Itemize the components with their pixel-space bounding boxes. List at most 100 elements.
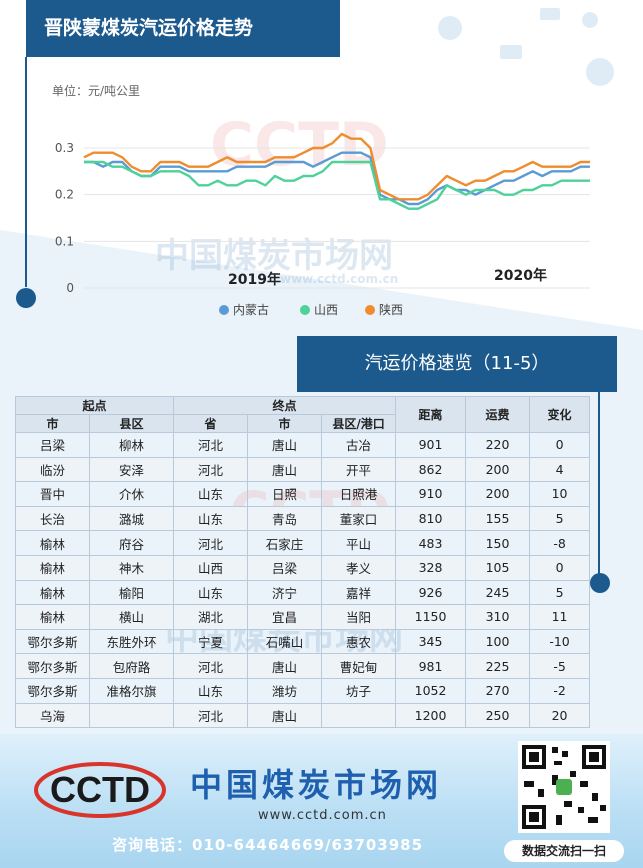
subheader-city: 市 — [15, 414, 90, 433]
y-tick-label: 0 — [66, 281, 74, 295]
table-cell: 310 — [465, 604, 531, 630]
timeline-line — [25, 57, 27, 287]
table-cell: 100 — [465, 628, 531, 655]
table-cell: 开平 — [321, 456, 397, 483]
table-cell: 200 — [465, 481, 531, 507]
table-cell: 曹妃甸 — [321, 653, 397, 679]
table-cell: 483 — [395, 530, 467, 556]
table-cell: 包府路 — [88, 653, 175, 679]
subheader-dest-county: 县区/港口 — [321, 414, 397, 433]
table-cell: 20 — [529, 702, 591, 729]
table-cell: 0 — [529, 432, 591, 458]
series-line-2 — [83, 132, 590, 201]
table-cell: 鄂尔多斯 — [15, 653, 90, 679]
table-cell: 862 — [395, 456, 467, 483]
table-cell: 0 — [529, 554, 591, 581]
table-row: 榆林 横山 湖北 宜昌 当阳 1150 310 11 — [15, 604, 591, 630]
table-cell: 当阳 — [321, 604, 397, 630]
table-cell: 榆阳 — [88, 579, 175, 606]
table-cell: 山东 — [173, 677, 249, 704]
table-cell: 1150 — [395, 604, 467, 630]
subheader-province: 省 — [173, 414, 249, 433]
header-distance: 距离 — [395, 396, 467, 433]
table-cell: 10 — [529, 481, 591, 507]
table-cell: 345 — [395, 628, 467, 655]
y-tick-label: 0.1 — [55, 234, 74, 248]
table-cell: 山东 — [173, 579, 249, 606]
table-cell: 孝义 — [321, 554, 397, 581]
table-cell: 唐山 — [247, 702, 323, 729]
table-row: 吕梁 柳林 河北 唐山 古冶 901 220 0 — [15, 432, 591, 458]
legend-label: 山西 — [314, 303, 338, 317]
timeline-line-2 — [598, 392, 600, 577]
table-cell: 4 — [529, 456, 591, 483]
table-cell: 潍坊 — [247, 677, 323, 704]
table-cell: 榆林 — [15, 604, 90, 630]
table-cell: 河北 — [173, 456, 249, 483]
legend-marker — [300, 305, 310, 315]
subheader-dest-city: 市 — [247, 414, 323, 433]
table-cell: 155 — [465, 505, 531, 532]
table-cell — [88, 702, 175, 729]
table-cell: 准格尔旗 — [88, 677, 175, 704]
legend-label: 陕西 — [379, 302, 403, 317]
section-title: 汽运价格速览（11-5） — [297, 336, 617, 392]
table-cell: 245 — [465, 579, 531, 606]
table-cell: 5 — [529, 579, 591, 606]
header-destination: 终点 — [173, 396, 397, 415]
table-cell: 山东 — [173, 481, 249, 507]
table-cell: 901 — [395, 432, 467, 458]
table-cell: 晋中 — [15, 481, 90, 507]
table-cell: 横山 — [88, 604, 175, 630]
footer-website[interactable]: www.cctd.com.cn — [258, 808, 387, 823]
table-row: 临汾 安泽 河北 唐山 开平 862 200 4 — [15, 456, 591, 483]
table-cell: 910 — [395, 481, 467, 507]
table-cell: 河北 — [173, 530, 249, 556]
table-cell: 东胜外环 — [88, 628, 175, 655]
table-cell: 山东 — [173, 505, 249, 532]
subheader-county: 县区 — [88, 414, 175, 433]
table-row: 鄂尔多斯 包府路 河北 唐山 曹妃甸 981 225 -5 — [15, 653, 591, 679]
table-cell: 鄂尔多斯 — [15, 628, 90, 655]
table-cell: 平山 — [321, 530, 397, 556]
qr-code-icon[interactable] — [518, 741, 610, 833]
year-label: 2020年 — [494, 267, 547, 284]
table-cell — [321, 702, 397, 729]
table-cell: 250 — [465, 702, 531, 729]
table-cell: 150 — [465, 530, 531, 556]
table-cell: 981 — [395, 653, 467, 679]
year-label: 2019年 — [228, 271, 281, 288]
header-change: 变化 — [529, 396, 591, 433]
table-cell: -5 — [529, 653, 591, 679]
table-row: 鄂尔多斯 准格尔旗 山东 潍坊 坊子 1052 270 -2 — [15, 677, 591, 704]
table-cell: 270 — [465, 677, 531, 704]
table-cell: 225 — [465, 653, 531, 679]
table-row: 榆林 神木 山西 吕梁 孝义 328 105 0 — [15, 554, 591, 581]
table-cell: 安泽 — [88, 456, 175, 483]
series-line-0 — [84, 151, 590, 206]
footer-brand: 中国煤炭市场网 — [190, 766, 443, 804]
table-cell: 神木 — [88, 554, 175, 581]
table-cell: 河北 — [173, 432, 249, 458]
table-cell: 临汾 — [15, 456, 90, 483]
table-cell: 潞城 — [88, 505, 175, 532]
table-cell: 328 — [395, 554, 467, 581]
table-cell: 宁夏 — [173, 628, 249, 655]
table-cell: 青岛 — [247, 505, 323, 532]
table-cell: 山西 — [173, 554, 249, 581]
table-cell: -10 — [529, 628, 591, 655]
table-cell: 吕梁 — [15, 432, 90, 458]
table-cell: 唐山 — [247, 653, 323, 679]
table-cell: 府谷 — [88, 530, 175, 556]
y-tick-label: 0.2 — [55, 188, 74, 202]
table-row: 榆林 府谷 河北 石家庄 平山 483 150 -8 — [15, 530, 591, 556]
series-line-1 — [84, 160, 590, 210]
table-cell: 200 — [465, 456, 531, 483]
table-cell: 926 — [395, 579, 467, 606]
logo-text: CCTD — [50, 769, 150, 810]
table-cell: -8 — [529, 530, 591, 556]
qr-caption: 数据交流扫一扫 — [504, 840, 624, 862]
unit-label: 单位：元/吨公里 — [52, 84, 141, 98]
table-row: 鄂尔多斯 东胜外环 宁夏 石嘴山 惠农 345 100 -10 — [15, 628, 591, 655]
